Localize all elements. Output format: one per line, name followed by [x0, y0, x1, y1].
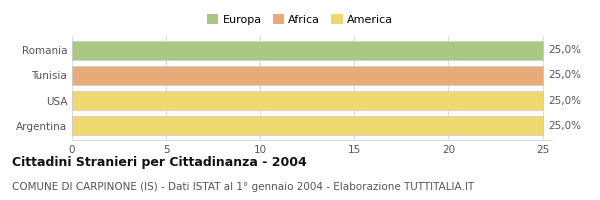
Text: 25,0%: 25,0% [548, 70, 581, 80]
Bar [72, 91, 542, 110]
Text: 25,0%: 25,0% [548, 45, 581, 55]
Bar [72, 41, 542, 60]
Text: 25,0%: 25,0% [548, 96, 581, 106]
Legend: Europa, Africa, America: Europa, Africa, America [205, 12, 395, 27]
Text: 25,0%: 25,0% [548, 121, 581, 131]
Bar [72, 66, 542, 85]
Text: COMUNE DI CARPINONE (IS) - Dati ISTAT al 1° gennaio 2004 - Elaborazione TUTTITAL: COMUNE DI CARPINONE (IS) - Dati ISTAT al… [12, 182, 474, 192]
Text: Cittadini Stranieri per Cittadinanza - 2004: Cittadini Stranieri per Cittadinanza - 2… [12, 156, 307, 169]
Bar [72, 116, 542, 135]
